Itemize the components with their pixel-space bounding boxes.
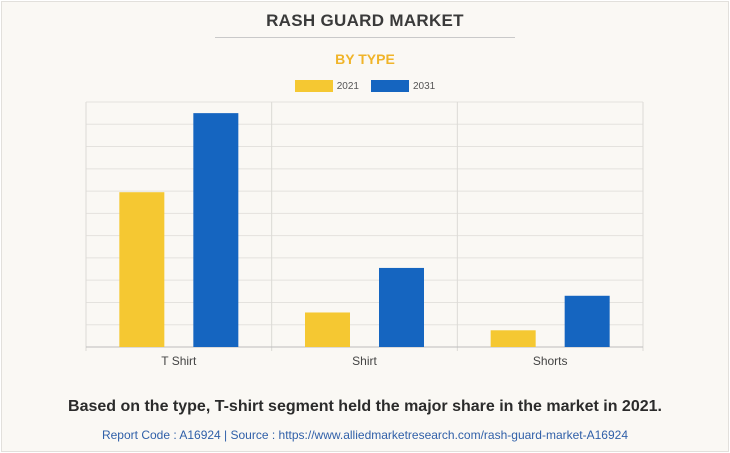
chart-caption: Based on the type, T-shirt segment held … [68,398,662,415]
bar-2031-shorts [564,295,610,347]
chart-subtitle: BY TYPE [335,51,395,67]
legend-item-2021[interactable]: 2021 [294,80,359,92]
bar-2031-shirt [379,267,424,347]
x-tick-label: Shorts [533,354,568,368]
bar-2021-shirt [305,312,350,347]
bar-2021-shorts [490,330,536,347]
bar-2021-t-shirt [119,192,165,347]
legend-label-2031: 2031 [413,80,436,92]
legend-swatch-2031 [371,80,409,92]
bar-2031-t-shirt [193,113,239,348]
title-divider [215,37,515,38]
chart-title: RASH GUARD MARKET [266,11,464,30]
legend-swatch-2021 [294,80,333,92]
legend-label-2021: 2021 [336,80,359,92]
x-tick-label: Shirt [352,354,377,368]
report-source-footer[interactable]: Report Code : A16924 | Source : https://… [101,428,629,442]
legend: 2021 2031 [0,80,730,92]
x-tick-label: T Shirt [161,354,197,368]
legend-item-2031[interactable]: 2031 [371,80,435,92]
